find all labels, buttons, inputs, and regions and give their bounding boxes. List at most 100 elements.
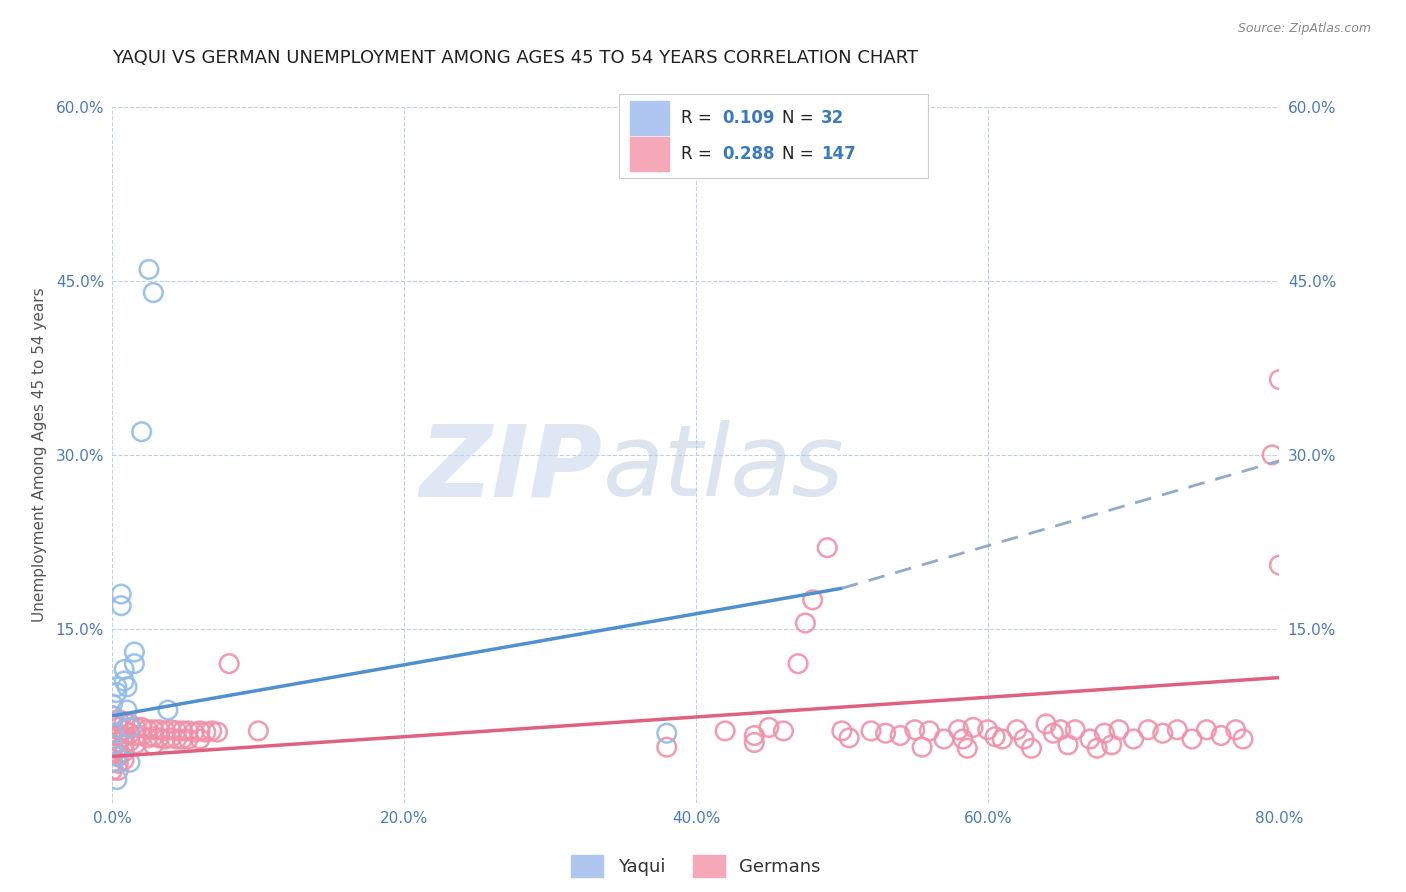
Point	[101, 717, 124, 731]
Point	[101, 740, 124, 755]
Point	[105, 680, 128, 694]
Legend: Yaqui, Germans: Yaqui, Germans	[564, 847, 828, 884]
Point	[1268, 558, 1291, 573]
Point	[1064, 723, 1087, 737]
Point	[1101, 738, 1123, 752]
Point	[889, 729, 911, 743]
Point	[177, 723, 200, 738]
Point	[714, 723, 737, 738]
Point	[794, 615, 817, 630]
Point	[247, 723, 270, 738]
Point	[107, 712, 129, 726]
Text: N =: N =	[782, 109, 818, 127]
Text: 147: 147	[821, 145, 856, 163]
Point	[160, 723, 183, 737]
Point	[142, 285, 165, 300]
Text: 0.288: 0.288	[723, 145, 775, 163]
Point	[101, 747, 124, 761]
Point	[107, 735, 129, 749]
Point	[101, 708, 124, 723]
Point	[142, 730, 165, 744]
Point	[166, 731, 188, 746]
Point	[118, 726, 141, 740]
Point	[911, 740, 934, 755]
Point	[1049, 723, 1071, 737]
Point	[1042, 726, 1064, 740]
Point	[952, 731, 974, 746]
Point	[148, 723, 170, 737]
Point	[131, 721, 153, 735]
Point	[160, 731, 183, 745]
Point	[105, 772, 128, 787]
Point	[112, 674, 135, 689]
Point	[107, 749, 129, 764]
Point	[956, 741, 979, 756]
Point	[112, 753, 135, 767]
Point	[831, 723, 853, 738]
Point	[124, 645, 146, 659]
Text: Source: ZipAtlas.com: Source: ZipAtlas.com	[1237, 22, 1371, 36]
Point	[112, 738, 135, 752]
Point	[218, 657, 240, 671]
Point	[904, 723, 927, 737]
Text: R =: R =	[681, 109, 717, 127]
Text: 32: 32	[821, 109, 845, 127]
Point	[118, 755, 141, 769]
Point	[1152, 726, 1174, 740]
Point	[918, 723, 941, 738]
Point	[118, 734, 141, 748]
Point	[1094, 726, 1116, 740]
Point	[101, 764, 124, 778]
Point	[125, 729, 148, 743]
Point	[188, 723, 211, 738]
Point	[1166, 723, 1188, 737]
Point	[107, 729, 129, 743]
Point	[1137, 723, 1160, 737]
Text: ZIP: ZIP	[419, 420, 603, 517]
Point	[772, 723, 794, 738]
Point	[115, 703, 138, 717]
Point	[655, 726, 678, 740]
Point	[107, 764, 129, 778]
Point	[1021, 741, 1043, 756]
Point	[815, 541, 838, 555]
Point	[101, 731, 124, 746]
Point	[118, 721, 141, 735]
Point	[112, 714, 135, 729]
Point	[194, 725, 217, 739]
Point	[1012, 731, 1035, 746]
Point	[115, 680, 138, 694]
Point	[1209, 729, 1232, 743]
Point	[1261, 448, 1284, 462]
Point	[207, 725, 229, 739]
Point	[125, 737, 148, 751]
Text: atlas: atlas	[603, 420, 844, 517]
Point	[1268, 373, 1291, 387]
Point	[107, 721, 129, 735]
Point	[838, 731, 860, 745]
Point	[101, 738, 124, 752]
Point	[1005, 723, 1028, 737]
Point	[153, 723, 176, 738]
Point	[156, 703, 179, 717]
Point	[118, 717, 141, 731]
Point	[655, 740, 678, 755]
Point	[976, 723, 998, 737]
Point	[1225, 723, 1247, 737]
Point	[787, 657, 810, 671]
Point	[742, 735, 765, 749]
Point	[1195, 723, 1218, 737]
Text: R =: R =	[681, 145, 717, 163]
Point	[124, 657, 146, 671]
Point	[131, 425, 153, 439]
Point	[107, 742, 129, 756]
Point	[107, 756, 129, 771]
Point	[932, 731, 955, 746]
Point	[183, 725, 205, 739]
Point	[101, 726, 124, 740]
Point	[201, 723, 224, 738]
Point	[860, 723, 883, 738]
Point	[110, 599, 132, 613]
Point	[962, 721, 984, 735]
Point	[112, 723, 135, 737]
